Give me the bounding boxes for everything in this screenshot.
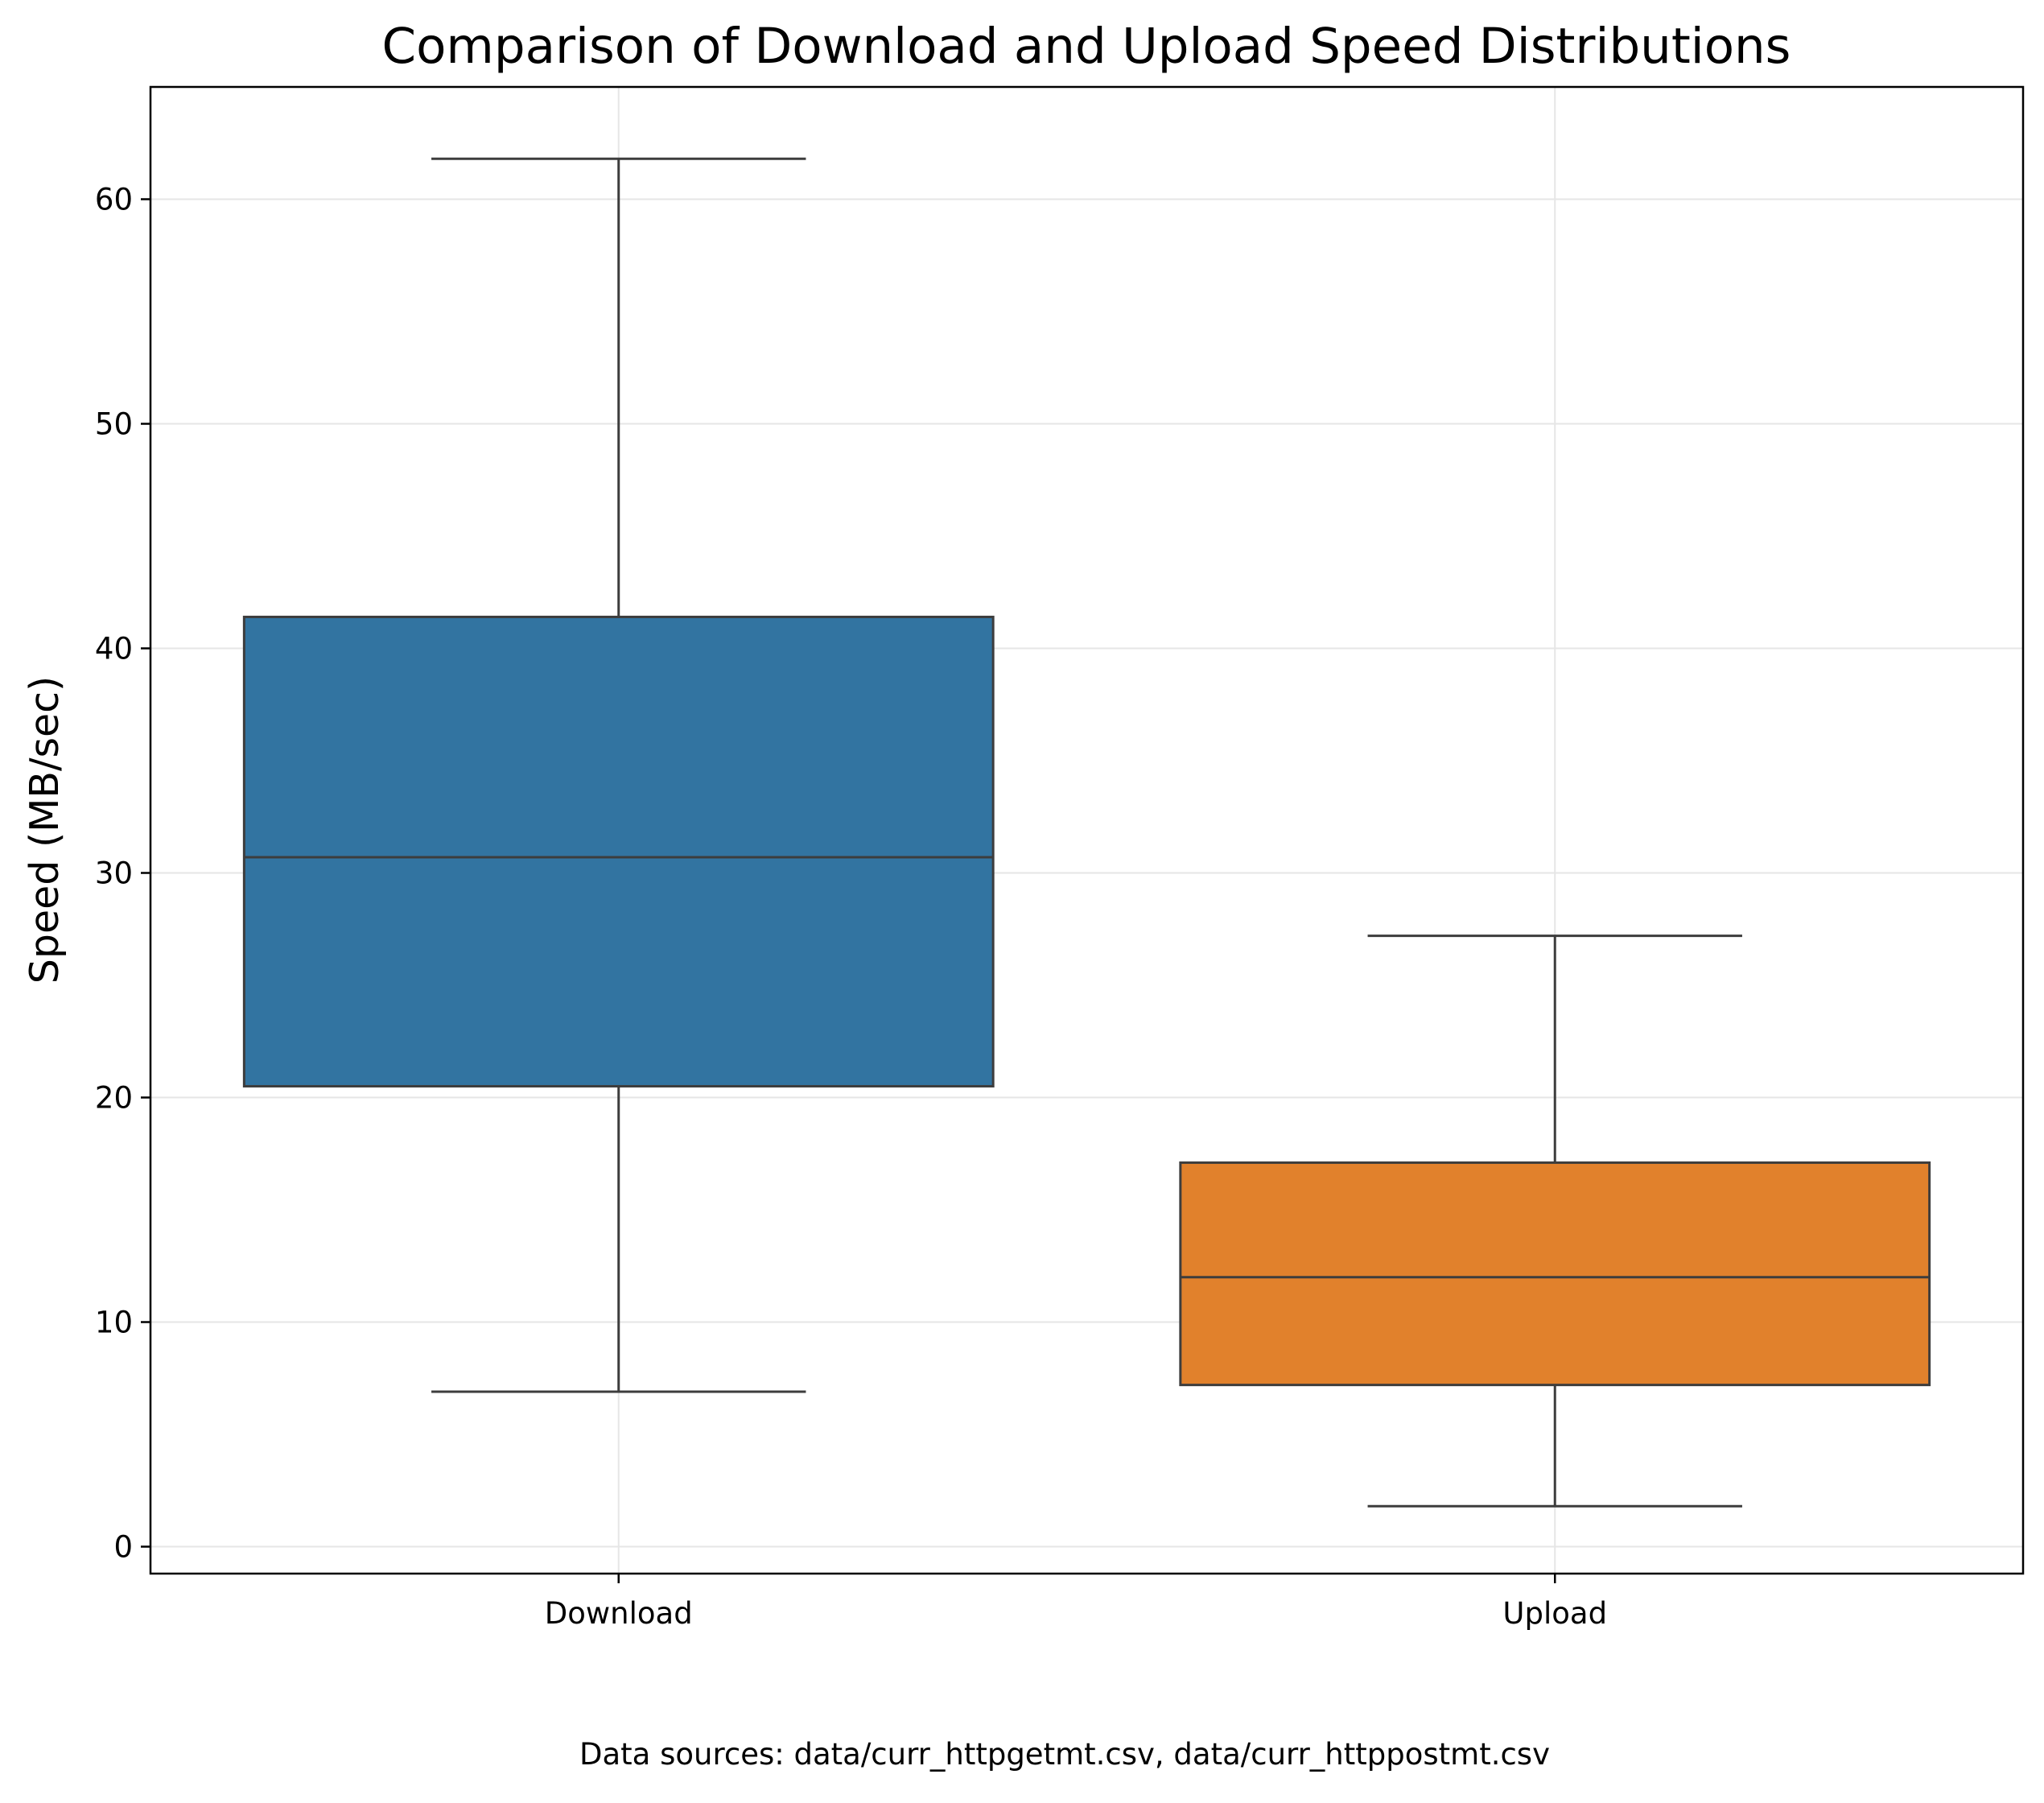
iqr-box [242,615,995,1088]
y-tick-label: 20 [95,1081,133,1116]
box-series [242,157,1931,1508]
data-sources-footnote: Data sources: data/curr_httpgetmt.csv, d… [579,1737,1550,1772]
iqr-box [1179,1161,1931,1387]
y-tick-label: 40 [95,632,133,666]
y-tick-label: 10 [95,1306,133,1340]
box-download [242,157,995,1393]
box-upload [1179,935,1931,1508]
x-tick-label: Upload [1502,1596,1607,1631]
chart-title: Comparison of Download and Upload Speed … [382,18,1791,75]
x-tick-label: Download [545,1596,693,1631]
plot-area-frame [149,85,2025,1575]
y-tick-label: 30 [95,856,133,891]
y-tick-label: 0 [113,1530,133,1565]
axis-ticks: 0 10 20 30 40 50 60 Download Upload [95,183,1607,1631]
y-tick-label: 60 [95,183,133,217]
y-axis-label: Speed (MB/sec) [22,676,68,984]
y-tick-label: 50 [95,407,133,442]
